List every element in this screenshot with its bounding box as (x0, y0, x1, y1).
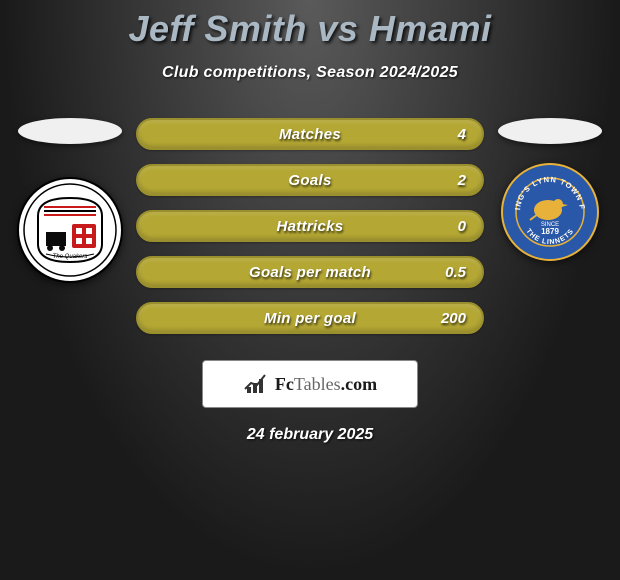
darlington-badge-icon: The Quakers (16, 176, 124, 284)
stat-row-goals-per-match: Goals per match 0.5 (136, 256, 484, 288)
stat-row-matches: Matches 4 (136, 118, 484, 150)
svg-text:1879: 1879 (541, 227, 559, 236)
right-club-badge: KING'S LYNN TOWN FC THE LINNETS SINCE 18… (500, 162, 600, 267)
page-subtitle: Club competitions, Season 2024/2025 (0, 64, 620, 82)
stat-label: Min per goal (264, 310, 356, 327)
stat-value-right: 0 (458, 218, 466, 235)
footer-date: 24 february 2025 (0, 426, 620, 444)
stat-row-min-per-goal: Min per goal 200 (136, 302, 484, 334)
stat-value-right: 4 (458, 126, 466, 143)
left-player-column: The Quakers (12, 118, 128, 289)
brand-text: FcTables.com (275, 374, 377, 395)
brand-chart-icon (243, 371, 269, 397)
stat-label: Goals per match (249, 264, 371, 281)
stat-value-right: 0.5 (445, 264, 466, 281)
brand-logo[interactable]: FcTables.com (202, 360, 418, 408)
stat-label: Matches (279, 126, 341, 143)
right-player-photo-placeholder (498, 118, 602, 144)
svg-text:The Quakers: The Quakers (53, 254, 88, 260)
left-player-photo-placeholder (18, 118, 122, 144)
stat-value-right: 2 (458, 172, 466, 189)
stat-label: Goals (288, 172, 331, 189)
stat-value-right: 200 (441, 310, 466, 327)
right-player-column: KING'S LYNN TOWN FC THE LINNETS SINCE 18… (492, 118, 608, 267)
stat-row-goals: Goals 2 (136, 164, 484, 196)
kings-lynn-badge-icon: KING'S LYNN TOWN FC THE LINNETS SINCE 18… (500, 162, 600, 262)
stat-row-hattricks: Hattricks 0 (136, 210, 484, 242)
stat-label: Hattricks (277, 218, 344, 235)
page-title: Jeff Smith vs Hmami (0, 0, 620, 50)
main-content: The Quakers Matches 4 Goals 2 Hattricks … (0, 118, 620, 334)
stats-column: Matches 4 Goals 2 Hattricks 0 Goals per … (136, 118, 484, 334)
left-club-badge: The Quakers (16, 176, 124, 289)
